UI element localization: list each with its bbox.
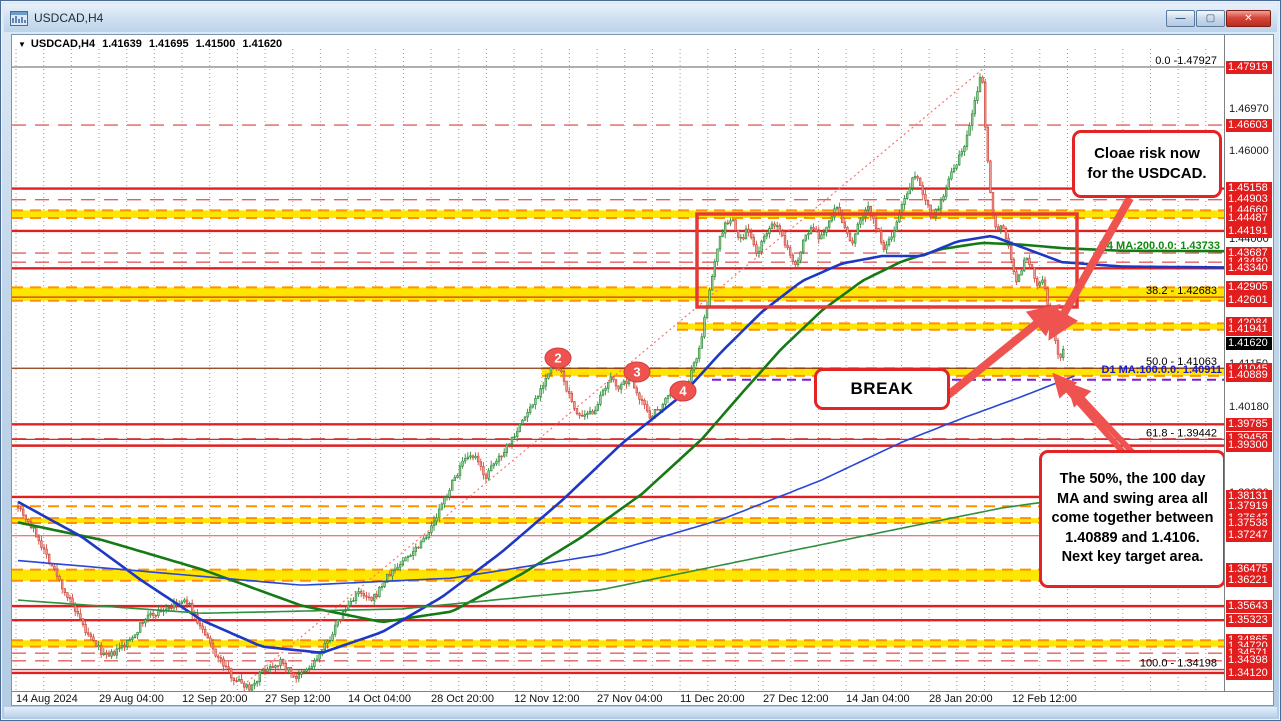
maximize-button[interactable]: ▢ — [1196, 9, 1225, 27]
price-level-badge: 1.43340 — [1226, 261, 1272, 275]
time-tick-label: 12 Nov 12:00 — [514, 693, 580, 705]
time-tick-label: 27 Nov 04:00 — [597, 693, 663, 705]
time-tick-label: 12 Feb 12:00 — [1012, 693, 1077, 705]
price-level-badge: 1.34398 — [1226, 654, 1272, 668]
close-risk-arrow[interactable] — [1048, 196, 1134, 341]
window-title: USDCAD,H4 — [34, 11, 104, 25]
time-tick-label: 28 Oct 20:00 — [431, 693, 494, 705]
fib-level-label: 100.0 - 1.34198 — [1140, 658, 1217, 670]
minimize-button[interactable]: — — [1166, 9, 1195, 27]
price-level-badge: 1.37247 — [1226, 529, 1272, 543]
price-level-badge: 1.44903 — [1226, 193, 1272, 207]
swing-area-band[interactable] — [12, 569, 1224, 581]
window-titlebar[interactable]: USDCAD,H4 — ▢ ✕ — [4, 4, 1277, 32]
price-level-badge: 1.44191 — [1226, 224, 1272, 238]
time-tick-label: 14 Jan 04:00 — [846, 693, 910, 705]
current-price-badge: 1.41620 — [1226, 337, 1272, 351]
fib-level-label: 61.8 - 1.39442 — [1146, 427, 1217, 439]
close-risk-note[interactable]: Cloae risk now for the USDCAD. — [1072, 130, 1222, 198]
close-button[interactable]: ✕ — [1226, 9, 1271, 27]
time-tick-label: 11 Dec 20:00 — [680, 693, 745, 705]
fib-level-label: 50.0 - 1.41063 — [1146, 356, 1217, 368]
price-level-badge: 1.47919 — [1226, 60, 1272, 74]
time-tick-label: 28 Jan 20:00 — [929, 693, 993, 705]
plot-region[interactable]: 0.0 -1.47927 38.2 - 1.42683 50.0 - 1.41063… — [12, 35, 1224, 691]
price-level-badge: 1.35643 — [1226, 599, 1272, 613]
fib-level-label: 0.0 -1.47927 — [1155, 55, 1217, 67]
consolidation-box[interactable] — [695, 212, 1079, 309]
time-tick-label: 29 Aug 04:00 — [99, 693, 164, 705]
time-tick-label: 27 Sep 12:00 — [265, 693, 331, 705]
swing-circle[interactable] — [623, 361, 651, 383]
price-level-badge: 1.44487 — [1226, 211, 1272, 225]
price-tick-label: 1.40180 — [1229, 400, 1269, 413]
target-note[interactable]: The 50%, the 100 day MA and swing area a… — [1039, 450, 1224, 588]
price-level-badge: 1.35323 — [1226, 613, 1272, 627]
price-scale[interactable]: 1.469701.460001.440001.411501.401801.382… — [1224, 35, 1273, 691]
time-scale[interactable]: 14 Aug 2024 29 Aug 04:00 12 Sep 20:00 27 Se… — [12, 691, 1273, 705]
price-level-badge: 1.40889 — [1226, 369, 1272, 383]
symbol-dropdown-icon[interactable]: ▼ — [18, 40, 26, 49]
price-tick-label: 1.46970 — [1229, 102, 1269, 115]
price-level-badge: 1.36475 — [1226, 563, 1272, 577]
swing-area-band[interactable] — [12, 287, 1224, 301]
break-arrow[interactable] — [939, 303, 1061, 404]
swing-area-band[interactable] — [12, 518, 1224, 523]
price-level-badge: 1.41941 — [1226, 323, 1272, 337]
quote-low: 1.41500 — [195, 38, 236, 50]
quote-close: 1.41620 — [242, 38, 283, 50]
price-level-badge: 1.46603 — [1226, 118, 1272, 132]
quote-open: 1.41639 — [102, 38, 142, 50]
ma-line[interactable] — [17, 375, 1075, 586]
swing-area-band[interactable] — [677, 323, 1224, 330]
ma-line[interactable] — [17, 234, 1224, 654]
price-tick-label: 1.46000 — [1229, 145, 1269, 158]
price-level-badge: 1.39785 — [1226, 417, 1272, 431]
ma-value-label: H4 MA:200.0.0: 1.43733 — [1099, 240, 1220, 252]
time-tick-label: 27 Dec 12:00 — [763, 693, 829, 705]
quote-high: 1.41695 — [148, 38, 189, 50]
swing-circle[interactable] — [544, 347, 572, 369]
price-level-badge: 1.34120 — [1226, 666, 1272, 680]
ma-line[interactable] — [17, 241, 1224, 624]
swing-circle-number: 4 — [679, 384, 687, 399]
window-bottom-frame — [4, 707, 1277, 717]
ma-value-label: D1 MA:100.0.0: 1.40911 — [1102, 364, 1222, 376]
swing-area-band[interactable] — [12, 640, 1224, 647]
price-level-badge: 1.37538 — [1226, 516, 1272, 530]
price-level-badge: 1.37919 — [1226, 499, 1272, 513]
time-tick-label: 12 Sep 20:00 — [182, 693, 248, 705]
ma-line[interactable] — [17, 497, 1075, 614]
quote-symbol: USDCAD,H4 — [30, 38, 96, 50]
target-arrow-1[interactable] — [1052, 372, 1133, 462]
chart-area[interactable]: 0.0 -1.47927 38.2 - 1.42683 50.0 - 1.41063… — [11, 34, 1274, 706]
swing-area-band[interactable] — [12, 210, 1224, 218]
time-tick-label: 14 Oct 04:00 — [348, 693, 411, 705]
time-tick-label: 14 Aug 2024 — [16, 693, 78, 705]
up-candle-bodies — [32, 76, 1065, 691]
swing-circle-number: 2 — [554, 351, 561, 366]
swing-circle[interactable] — [669, 380, 697, 402]
candlestick-chart[interactable]: 0.0 -1.47927 38.2 - 1.42683 50.0 - 1.41063… — [12, 35, 1224, 691]
price-level-badge: 1.39300 — [1226, 439, 1272, 453]
price-level-badge: 1.45158 — [1226, 182, 1272, 195]
price-level-badge: 1.42601 — [1226, 294, 1272, 308]
chart-app-icon — [10, 10, 28, 26]
quote-header: ▼ USDCAD,H4 1.41639 1.41695 1.41500 1.41620 — [18, 38, 289, 50]
fib-level-label: 38.2 - 1.42683 — [1146, 285, 1217, 297]
price-level-badge: 1.42905 — [1226, 280, 1272, 294]
price-level-badge: 1.36221 — [1226, 574, 1272, 588]
swing-circle-number: 3 — [633, 365, 640, 380]
break-note[interactable]: BREAK — [814, 368, 950, 410]
